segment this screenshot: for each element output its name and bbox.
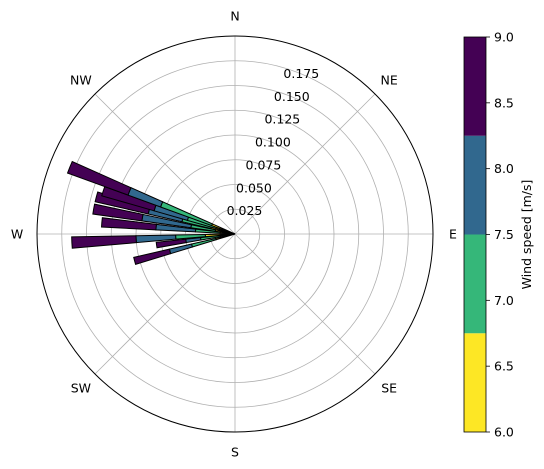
colorbar-segment — [464, 333, 486, 432]
rose-bars — [66, 160, 236, 266]
radial-tick-label: 0.100 — [255, 135, 291, 150]
radial-tick-labels: 0.025 0.050 0.075 0.100 0.125 0.150 0.175 — [227, 66, 320, 218]
rose-bar-segment — [66, 160, 132, 196]
polar-frame — [36, 35, 434, 433]
grid-circle — [61, 60, 409, 408]
compass-label: W — [11, 227, 23, 242]
radial-tick-label: 0.025 — [227, 203, 263, 218]
polar-grid — [36, 35, 434, 433]
compass-label: N — [230, 9, 239, 24]
rose-bar-segment — [92, 203, 144, 222]
colorbar-segment — [464, 234, 486, 334]
grid-circle — [135, 134, 335, 334]
compass-label: NW — [70, 72, 92, 87]
rose-bar-segment — [155, 238, 187, 249]
colorbar-segment — [464, 135, 486, 235]
grid-circle — [185, 184, 285, 284]
grid-circle — [110, 109, 360, 359]
colorbar-label: Wind speed [m/s] — [519, 180, 534, 290]
compass-label: E — [449, 227, 457, 242]
grid-circle — [160, 159, 310, 309]
colorbar-tick-label: 8.5 — [494, 95, 514, 110]
rose-bar-segment — [133, 248, 172, 266]
radial-tick-label: 0.125 — [264, 112, 300, 127]
compass-label: SE — [381, 381, 397, 396]
colorbar-segment — [464, 37, 486, 136]
compass-label: S — [231, 445, 239, 460]
compass-label: SW — [71, 381, 91, 396]
grid-circle — [86, 85, 384, 383]
radial-tick-label: 0.150 — [274, 89, 310, 104]
compass-label: NE — [381, 72, 398, 87]
radial-tick-label: 0.075 — [246, 157, 282, 172]
rose-bar-segment — [101, 217, 157, 231]
colorbar-tick-label: 9.0 — [494, 30, 514, 45]
colorbar-tick-label: 7.5 — [494, 227, 514, 242]
radial-tick-label: 0.050 — [236, 180, 272, 195]
colorbar-tick-label: 6.0 — [494, 425, 514, 440]
rose-bar-segment — [71, 235, 137, 249]
colorbar-tick-label: 8.0 — [494, 161, 514, 176]
compass-labels: N NE E SE S SW W NW — [11, 9, 457, 460]
radial-tick-label: 0.175 — [283, 66, 319, 81]
colorbar: 6.0 6.5 7.0 7.5 8.0 8.5 9.0 Wind speed [m/s] — [463, 30, 534, 440]
colorbar-tick-label: 6.5 — [494, 359, 514, 374]
colorbar-tick-label: 7.0 — [494, 293, 514, 308]
